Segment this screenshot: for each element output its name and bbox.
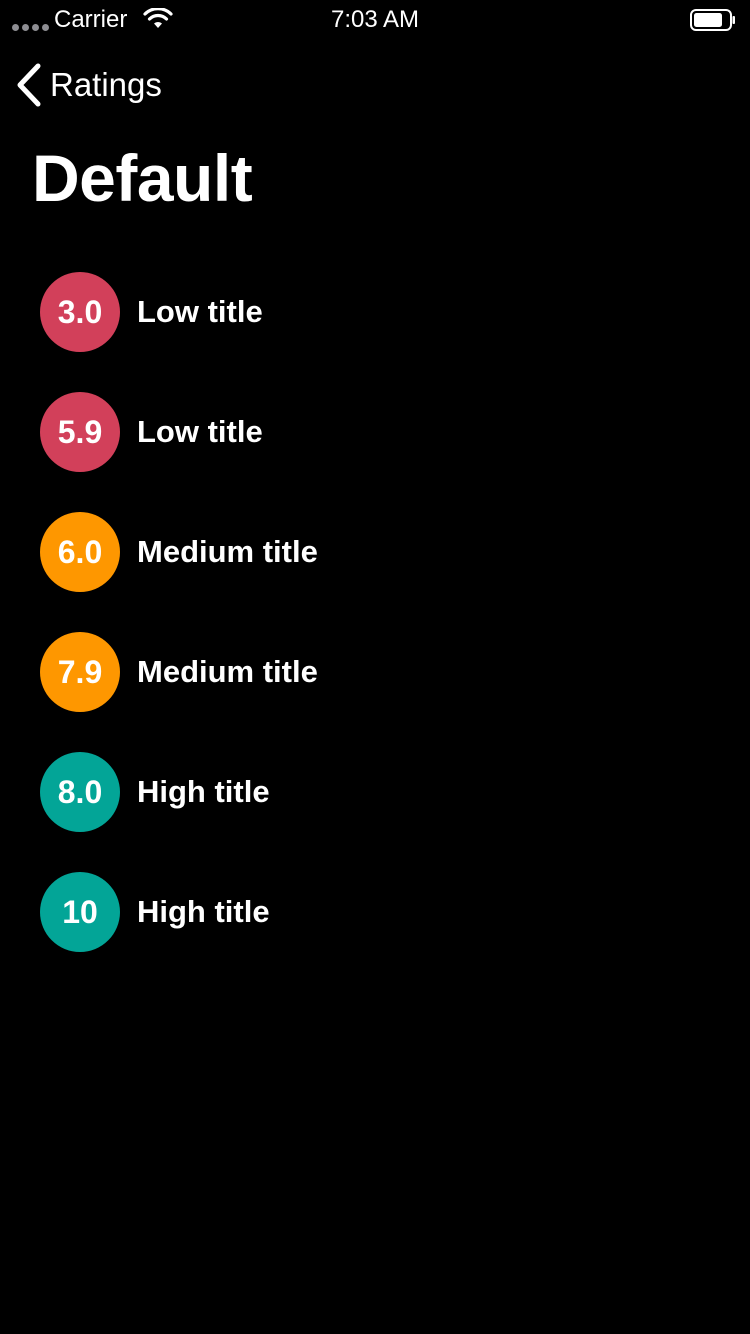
rating-title: Low title xyxy=(137,414,263,449)
rating-row[interactable]: 7.9 Medium title xyxy=(40,632,720,712)
rating-title: High title xyxy=(137,774,270,809)
page-title: Default xyxy=(32,141,253,215)
rating-row[interactable]: 5.9 Low title xyxy=(40,392,720,472)
status-bar: Carrier 7:03 AM xyxy=(0,0,750,40)
wifi-icon xyxy=(143,8,173,28)
carrier-label: Carrier xyxy=(54,6,128,33)
signal-dots-icon xyxy=(12,24,49,31)
ratings-list: 3.0 Low title 5.9 Low title 6.0 Medium t… xyxy=(40,272,720,992)
rating-badge: 6.0 xyxy=(40,512,120,592)
rating-badge: 3.0 xyxy=(40,272,120,352)
battery-icon xyxy=(690,9,735,31)
back-button[interactable]: Ratings xyxy=(16,62,162,108)
rating-badge: 7.9 xyxy=(40,632,120,712)
rating-title: Low title xyxy=(137,294,263,329)
rating-row[interactable]: 3.0 Low title xyxy=(40,272,720,352)
chevron-left-icon xyxy=(17,63,41,107)
back-button-label: Ratings xyxy=(50,66,162,103)
rating-badge: 5.9 xyxy=(40,392,120,472)
rating-badge: 8.0 xyxy=(40,752,120,832)
rating-row[interactable]: 6.0 Medium title xyxy=(40,512,720,592)
status-time: 7:03 AM xyxy=(330,6,420,33)
rating-title: Medium title xyxy=(137,654,318,689)
rating-badge: 10 xyxy=(40,872,120,952)
rating-title: Medium title xyxy=(137,534,318,569)
rating-row[interactable]: 10 High title xyxy=(40,872,720,952)
rating-title: High title xyxy=(137,894,270,929)
rating-row[interactable]: 8.0 High title xyxy=(40,752,720,832)
